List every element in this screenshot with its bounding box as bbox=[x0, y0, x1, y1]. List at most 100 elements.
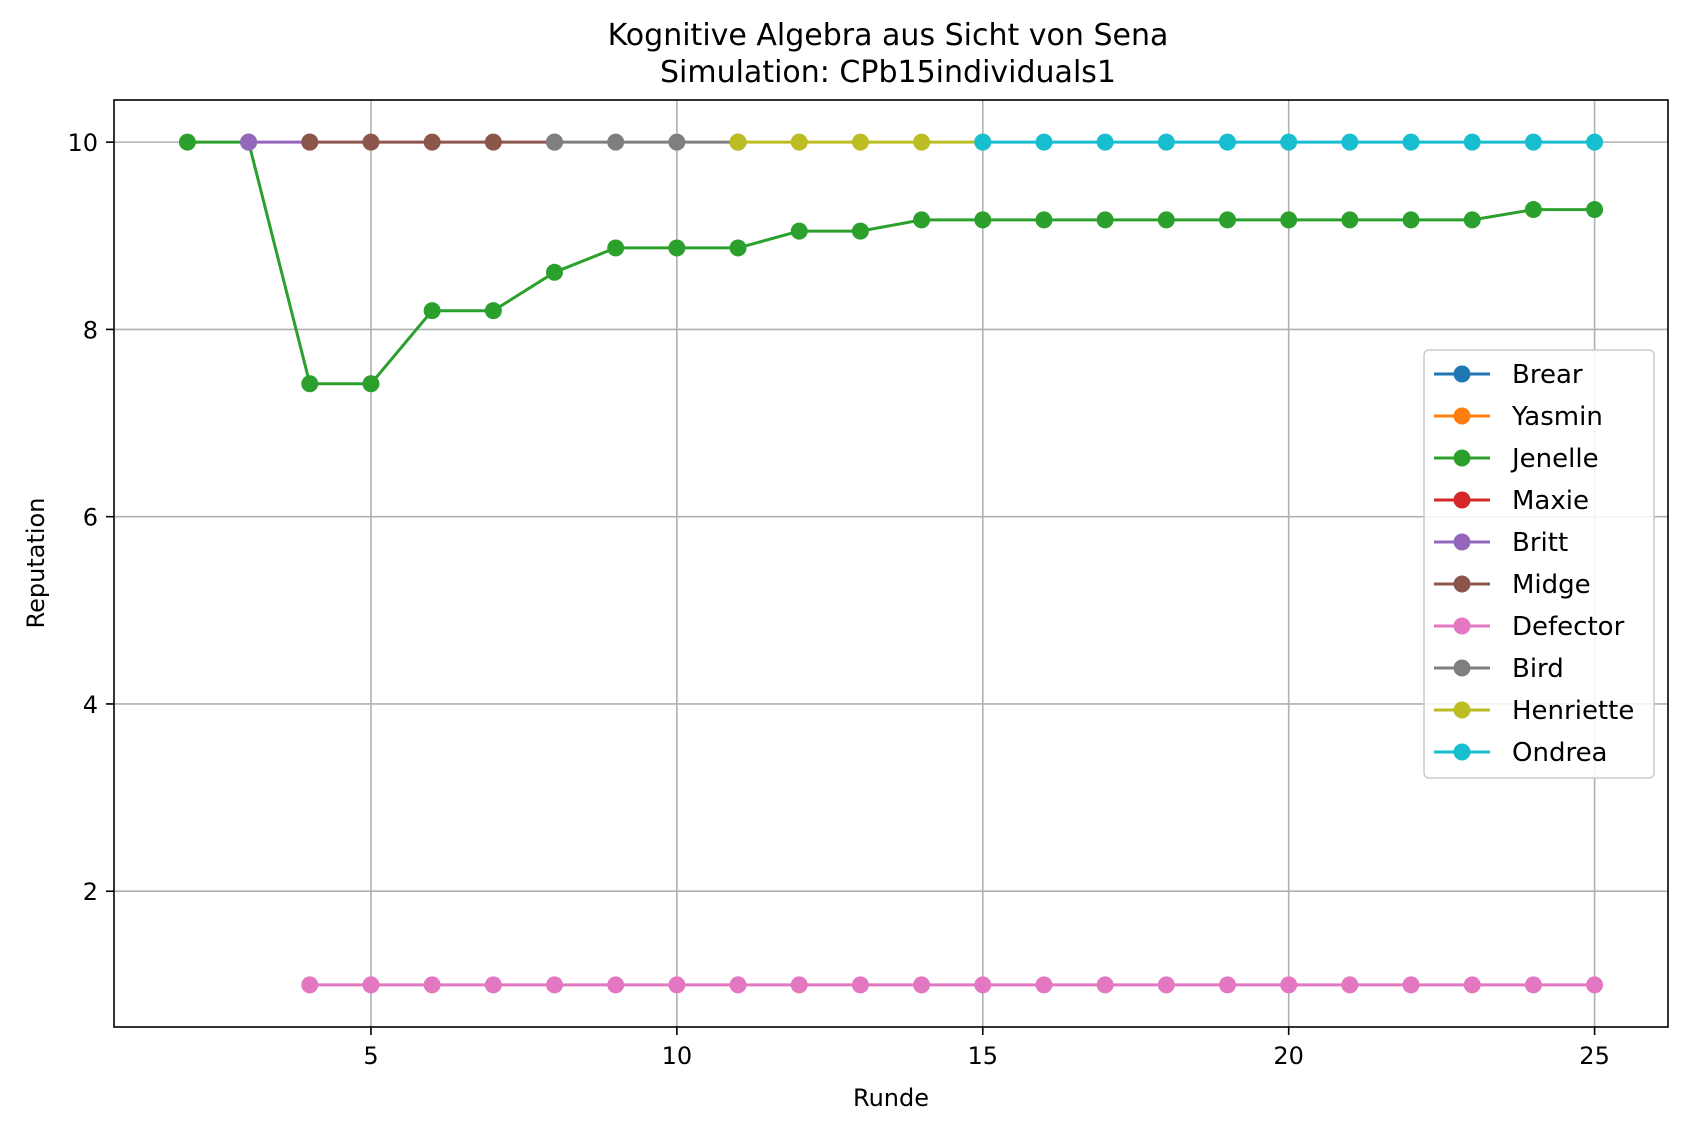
series-ondrea bbox=[974, 133, 1604, 151]
data-point-defector bbox=[1402, 976, 1420, 994]
legend-label: Jenelle bbox=[1510, 444, 1599, 474]
data-point-henriette bbox=[851, 133, 869, 151]
data-point-midge bbox=[362, 133, 380, 151]
data-point-ondrea bbox=[1157, 133, 1175, 151]
data-point-defector bbox=[607, 976, 625, 994]
axis-ticks: 5 10 15 20 25 2 4 6 8 10 bbox=[67, 129, 1609, 1070]
legend-label: Yasmin bbox=[1511, 402, 1603, 432]
legend-item-ondrea: Ondrea bbox=[1434, 738, 1608, 768]
chart-subtitle: Simulation: CPb15individuals1 bbox=[660, 55, 1116, 90]
legend-marker bbox=[1453, 533, 1471, 551]
legend-marker bbox=[1453, 659, 1471, 677]
data-point-jenelle bbox=[1341, 211, 1359, 229]
data-point-defector bbox=[729, 976, 747, 994]
data-point-jenelle bbox=[1157, 211, 1175, 229]
data-point-defector bbox=[668, 976, 686, 994]
data-point-henriette bbox=[913, 133, 931, 151]
series-line-jenelle bbox=[187, 140, 1595, 386]
y-axis-label: Reputation bbox=[22, 498, 50, 629]
x-tick-label: 5 bbox=[363, 1042, 378, 1070]
data-point-defector bbox=[1035, 976, 1053, 994]
data-point-jenelle bbox=[1463, 211, 1481, 229]
data-point-ondrea bbox=[1524, 133, 1542, 151]
y-tick-label: 8 bbox=[83, 316, 98, 344]
data-point-defector bbox=[913, 976, 931, 994]
data-point-ondrea bbox=[1402, 133, 1420, 151]
data-point-defector bbox=[1280, 976, 1298, 994]
legend-item-bird: Bird bbox=[1434, 654, 1564, 684]
data-point-bird bbox=[607, 133, 625, 151]
data-point-ondrea bbox=[1096, 133, 1114, 151]
legend-marker bbox=[1453, 407, 1471, 425]
legend-marker bbox=[1453, 743, 1471, 761]
data-point-defector bbox=[301, 976, 319, 994]
legend-label: Britt bbox=[1512, 528, 1568, 558]
legend-marker bbox=[1453, 575, 1471, 593]
plot-frame bbox=[113, 99, 1669, 1028]
series-lines bbox=[178, 133, 1604, 994]
x-axis-label: Runde bbox=[853, 1084, 929, 1112]
data-point-ondrea bbox=[1035, 133, 1053, 151]
y-tick-label: 4 bbox=[83, 691, 98, 719]
data-point-britt bbox=[240, 133, 258, 151]
legend-label: Maxie bbox=[1512, 486, 1589, 516]
legend-label: Bird bbox=[1512, 654, 1564, 684]
data-point-defector bbox=[1341, 976, 1359, 994]
chart-title: Kognitive Algebra aus Sicht von Sena bbox=[608, 18, 1169, 53]
legend-marker bbox=[1453, 449, 1471, 467]
data-point-defector bbox=[851, 976, 869, 994]
data-point-ondrea bbox=[974, 133, 992, 151]
series-jenelle bbox=[178, 133, 1604, 393]
x-tick-label: 15 bbox=[967, 1042, 998, 1070]
legend-item-yasmin: Yasmin bbox=[1434, 402, 1603, 432]
data-point-defector bbox=[1586, 976, 1604, 994]
legend-label: Midge bbox=[1512, 570, 1591, 600]
data-point-jenelle bbox=[301, 375, 319, 393]
data-point-jenelle bbox=[974, 211, 992, 229]
data-point-bird bbox=[546, 133, 564, 151]
series-defector bbox=[301, 976, 1604, 994]
data-point-jenelle bbox=[729, 239, 747, 257]
data-point-jenelle bbox=[668, 239, 686, 257]
data-point-jenelle bbox=[362, 375, 380, 393]
legend-item-maxie: Maxie bbox=[1434, 486, 1589, 516]
legend: Brear Yasmin Jenelle Maxie Britt Midge Defecto… bbox=[1423, 349, 1655, 779]
data-point-jenelle bbox=[913, 211, 931, 229]
data-point-jenelle bbox=[1035, 211, 1053, 229]
data-point-defector bbox=[362, 976, 380, 994]
legend-item-britt: Britt bbox=[1434, 528, 1568, 558]
legend-label: Brear bbox=[1512, 360, 1583, 390]
data-point-ondrea bbox=[1586, 133, 1604, 151]
data-point-midge bbox=[423, 133, 441, 151]
data-point-jenelle bbox=[1096, 211, 1114, 229]
legend-item-henriette: Henriette bbox=[1434, 696, 1634, 726]
data-point-ondrea bbox=[1341, 133, 1359, 151]
legend-item-defector: Defector bbox=[1434, 612, 1625, 642]
data-point-ondrea bbox=[1280, 133, 1298, 151]
data-point-defector bbox=[1524, 976, 1542, 994]
data-point-defector bbox=[546, 976, 564, 994]
legend-label: Ondrea bbox=[1512, 738, 1608, 768]
x-tick-label: 20 bbox=[1273, 1042, 1304, 1070]
data-point-defector bbox=[1218, 976, 1236, 994]
data-point-jenelle bbox=[1402, 211, 1420, 229]
data-point-defector bbox=[484, 976, 502, 994]
legend-label: Henriette bbox=[1512, 696, 1634, 726]
data-point-jenelle bbox=[1280, 211, 1298, 229]
legend-marker bbox=[1453, 617, 1471, 635]
y-tick-label: 6 bbox=[83, 504, 98, 532]
data-point-defector bbox=[790, 976, 808, 994]
legend-marker bbox=[1453, 491, 1471, 509]
y-tick-label: 10 bbox=[67, 129, 98, 157]
data-point-ondrea bbox=[1218, 133, 1236, 151]
data-point-midge bbox=[484, 133, 502, 151]
legend-item-jenelle: Jenelle bbox=[1434, 444, 1599, 474]
data-point-defector bbox=[423, 976, 441, 994]
x-tick-label: 25 bbox=[1579, 1042, 1610, 1070]
data-point-bird bbox=[668, 133, 686, 151]
data-point-jenelle bbox=[607, 239, 625, 257]
legend-item-midge: Midge bbox=[1434, 570, 1591, 600]
data-point-jenelle bbox=[790, 222, 808, 240]
